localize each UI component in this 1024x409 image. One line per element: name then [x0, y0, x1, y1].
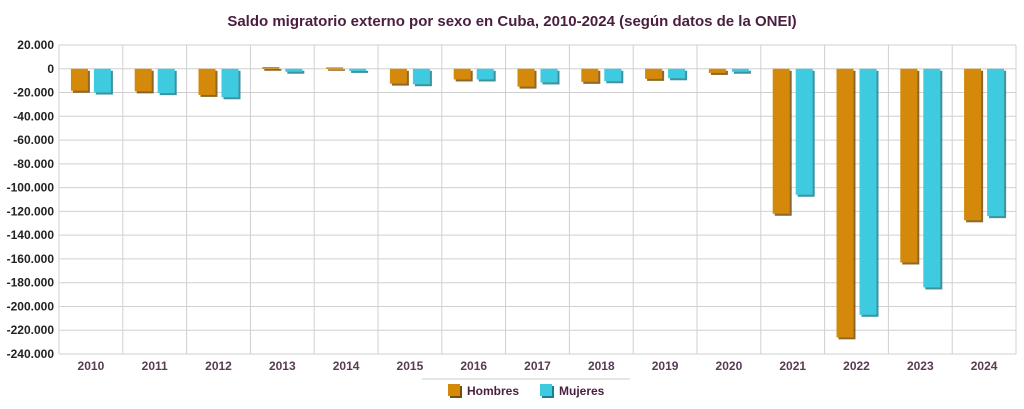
bar-hombres-2016: [453, 68, 471, 80]
bar-mujeres-2019: [668, 68, 686, 79]
y-tick-label: 20.000: [17, 38, 54, 52]
bar-hombres-2022: [836, 68, 854, 338]
x-tick-label: 2014: [333, 359, 360, 373]
bar-hombres-2019: [645, 68, 663, 79]
bar-mujeres-2024: [987, 68, 1005, 217]
bar-shadow: [264, 68, 282, 71]
x-tick-label: 2011: [142, 359, 168, 373]
bar-shadow: [287, 70, 305, 74]
bar-hombres-2010: [70, 68, 88, 91]
bar-mujeres-2015: [412, 68, 430, 85]
x-tick-label: 2013: [269, 359, 296, 373]
bar-mujeres-2012: [221, 68, 239, 98]
x-tick-label: 2012: [205, 359, 232, 373]
legend-label: Hombres: [467, 384, 519, 398]
bar-mujeres-2021: [795, 68, 813, 195]
bar-hombres-2017: [517, 68, 535, 87]
bar-hombres-2020: [708, 68, 726, 73]
x-tick-label: 2023: [907, 359, 934, 373]
bar-hombres-2013: [262, 66, 280, 69]
bar-hombres-2011: [134, 68, 152, 92]
y-tick-label: 0: [47, 62, 54, 76]
x-tick-label: 2016: [460, 359, 487, 373]
x-tick-label: 2020: [716, 359, 743, 373]
x-tick-label: 2015: [397, 359, 424, 373]
bar-mujeres-2011: [157, 68, 175, 94]
legend: Hombres Mujeres: [422, 378, 630, 398]
bar-mujeres-2010: [93, 68, 111, 93]
bar-mujeres-2013: [285, 68, 303, 72]
y-tick-label: -200.000: [7, 299, 55, 313]
x-tick-label: 2019: [652, 359, 679, 373]
bar-mujeres-2020: [731, 68, 749, 72]
bar-hombres-2021: [772, 68, 790, 214]
bar-mujeres-2014: [349, 68, 367, 71]
bar-mujeres-2016: [476, 68, 494, 80]
legend-swatch-mujeres: [540, 384, 552, 396]
x-tick-label: 2022: [843, 359, 870, 373]
y-tick-label: -40.000: [13, 109, 54, 123]
x-tick-label: 2021: [779, 359, 806, 373]
chart-title: Saldo migratorio externo por sexo en Cub…: [227, 13, 796, 30]
bar-hombres-2014: [326, 67, 344, 69]
gridlines: [58, 44, 1017, 355]
legend-swatch-hombres: [448, 384, 460, 396]
y-axis-ticks: 20.000 0 -20.000 -40.000 -60.000 -80.000 -100.…: [7, 38, 55, 361]
bar-hombres-2024: [964, 68, 982, 221]
y-tick-label: -100.000: [7, 181, 55, 195]
bar-mujeres-2022: [859, 68, 877, 315]
y-tick-label: -20.000: [13, 86, 54, 100]
y-tick-label: -60.000: [13, 133, 54, 147]
legend-label: Mujeres: [559, 384, 605, 398]
x-tick-label: 2024: [971, 359, 998, 373]
bar-shadow: [351, 70, 369, 73]
bar-hombres-2018: [581, 68, 599, 82]
x-axis-ticks: 2010 2011 2012 2013 2014 2015 2016 2017 2018 2019…: [78, 359, 998, 373]
y-tick-label: -240.000: [7, 347, 55, 361]
y-tick-label: -80.000: [13, 157, 54, 171]
x-tick-label: 2010: [78, 359, 105, 373]
x-tick-label: 2018: [588, 359, 615, 373]
bar-hombres-2023: [900, 68, 918, 263]
bar-mujeres-2018: [604, 68, 622, 82]
y-tick-label: -120.000: [7, 204, 55, 218]
bars: [70, 66, 1007, 340]
bar-mujeres-2017: [540, 68, 558, 83]
bar-shadow: [328, 69, 346, 71]
bar-hombres-2015: [389, 68, 407, 84]
bar-hombres-2012: [198, 68, 216, 95]
y-tick-label: -220.000: [7, 323, 55, 337]
bar-mujeres-2023: [923, 68, 941, 288]
bar-shadow: [733, 70, 751, 74]
y-tick-label: -140.000: [7, 228, 55, 242]
y-tick-label: -160.000: [7, 252, 55, 266]
x-tick-label: 2017: [524, 359, 551, 373]
y-tick-label: -180.000: [7, 276, 55, 290]
